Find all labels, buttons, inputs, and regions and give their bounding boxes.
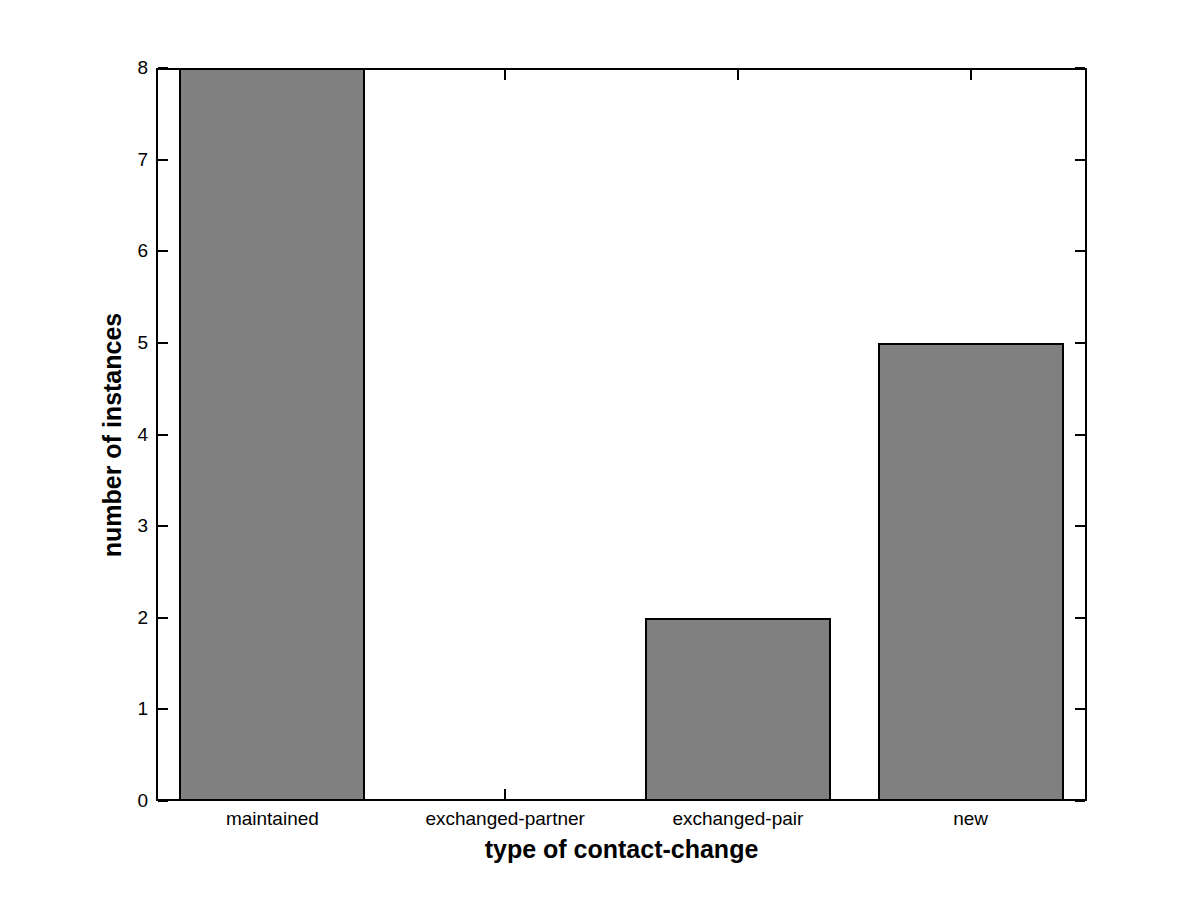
bar-maintained (179, 68, 365, 801)
y-tick-left (158, 800, 168, 802)
y-tick-left (158, 342, 168, 344)
y-tick-left (158, 434, 168, 436)
y-tick-label: 6 (88, 240, 148, 262)
y-tick-left (158, 250, 168, 252)
y-tick-right (1075, 67, 1085, 69)
x-tick-bottom (504, 789, 506, 799)
y-tick-left (158, 159, 168, 161)
x-tick-label: maintained (152, 808, 392, 830)
y-tick-left (158, 525, 168, 527)
x-axis-label: type of contact-change (485, 835, 759, 864)
y-tick-label: 0 (88, 790, 148, 812)
y-tick-right (1075, 159, 1085, 161)
y-tick-label: 3 (88, 515, 148, 537)
y-tick-right (1075, 342, 1085, 344)
bar-new (878, 343, 1064, 801)
y-tick-left (158, 617, 168, 619)
y-tick-right (1075, 434, 1085, 436)
bar-chart-figure: number of instances type of contact-chan… (0, 0, 1201, 901)
x-tick-label: exchanged-pair (618, 808, 858, 830)
x-tick-top (504, 70, 506, 80)
x-tick-top (737, 70, 739, 80)
y-tick-right (1075, 250, 1085, 252)
y-tick-left (158, 67, 168, 69)
y-tick-label: 5 (88, 332, 148, 354)
x-tick-label: exchanged-partner (385, 808, 625, 830)
y-tick-label: 7 (88, 149, 148, 171)
y-tick-right (1075, 525, 1085, 527)
y-tick-right (1075, 800, 1085, 802)
x-tick-top (970, 70, 972, 80)
y-tick-label: 1 (88, 698, 148, 720)
bar-exchanged-pair (645, 618, 831, 801)
y-tick-label: 8 (88, 57, 148, 79)
y-tick-right (1075, 617, 1085, 619)
y-tick-left (158, 708, 168, 710)
y-tick-label: 2 (88, 607, 148, 629)
x-tick-label: new (851, 808, 1091, 830)
y-tick-right (1075, 708, 1085, 710)
y-tick-label: 4 (88, 424, 148, 446)
